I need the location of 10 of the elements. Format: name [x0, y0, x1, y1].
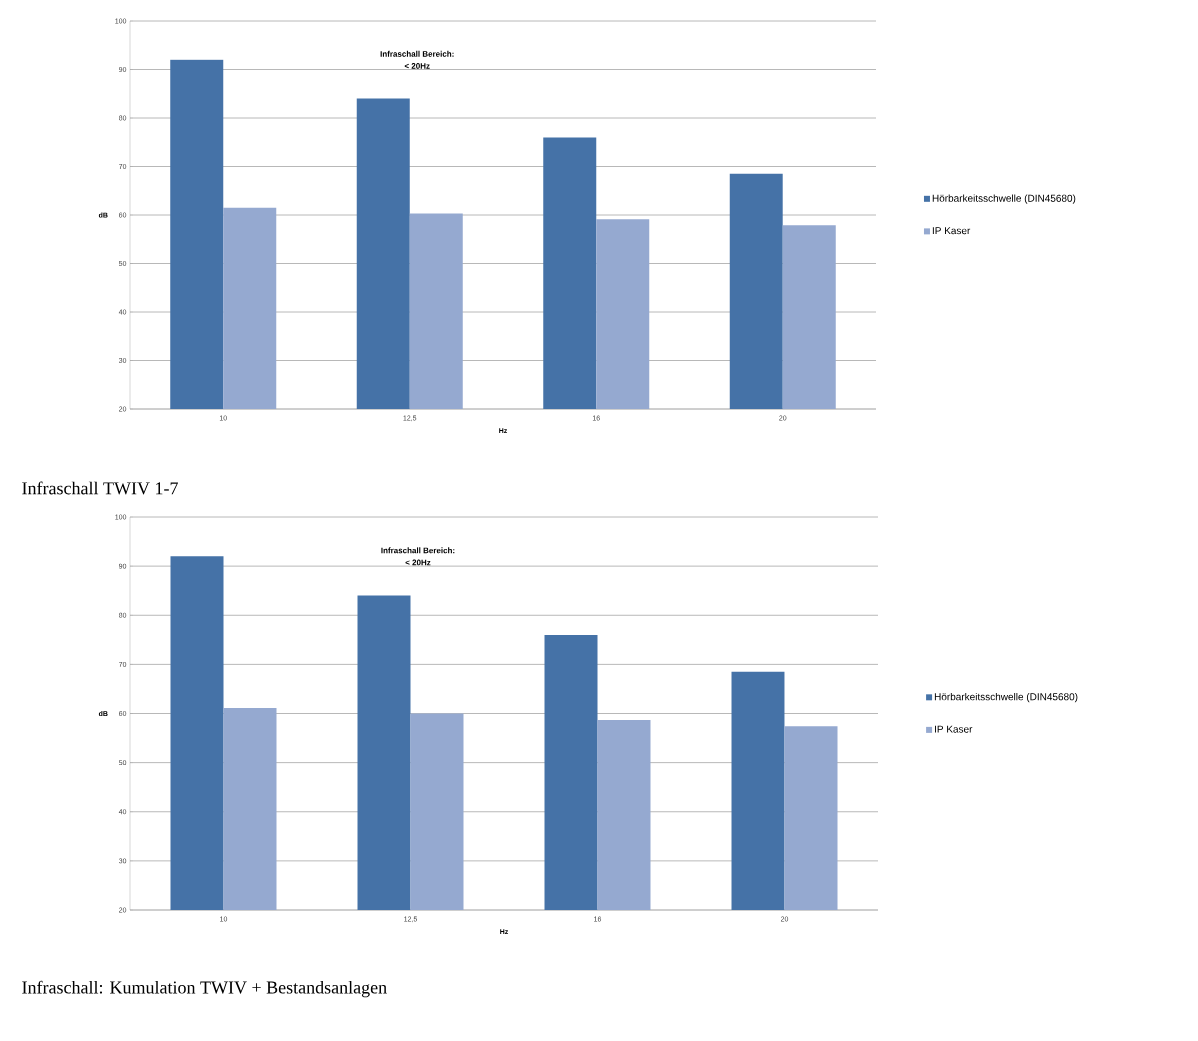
text: Infraschall: Kumulation TWIV + Bestandsanlagen: [22, 980, 387, 998]
legend-label: IP Kaser: [935, 725, 973, 733]
annotation: Infraschall Bereich:: [380, 50, 454, 57]
text: Infraschall TWIV 1-7: [22, 481, 178, 495]
annotation: < 20Hz: [404, 63, 430, 69]
legend-label: Hörbarkeitsschwelle (DIN45680): [934, 692, 1078, 703]
annotation: Infraschall Bereich:: [381, 547, 455, 554]
annotation: < 20Hz: [405, 559, 431, 566]
legend-label: Hörbarkeitsschwelle (DIN45680): [932, 194, 1076, 204]
legend-label: IP Kaser: [932, 227, 971, 235]
